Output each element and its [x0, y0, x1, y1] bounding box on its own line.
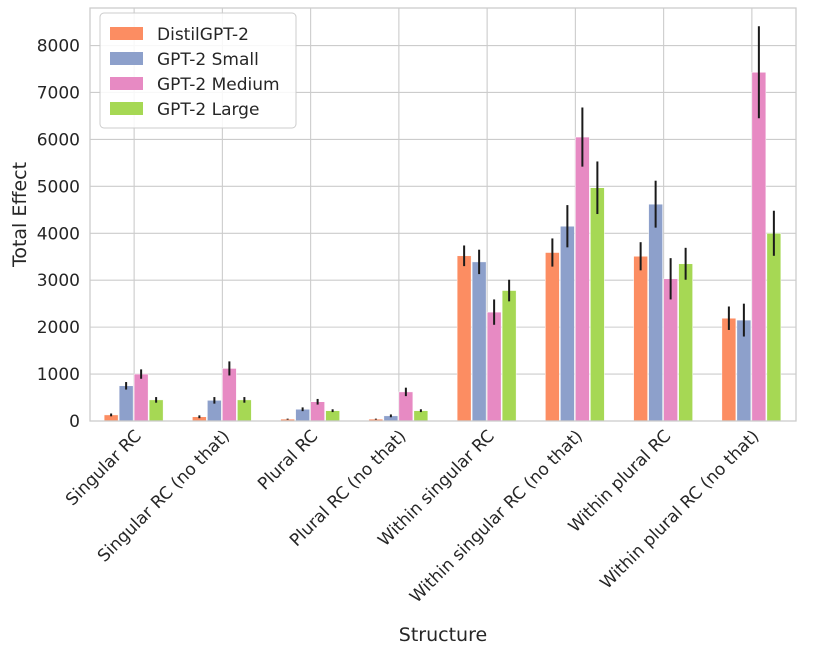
bar-gpt-2-medium [486, 311, 502, 422]
y-tick-label: 5000 [37, 177, 80, 197]
bar-gpt-2-medium [575, 136, 590, 422]
bar-distilgpt-2 [545, 252, 560, 422]
bar-gpt-2-medium [222, 368, 237, 422]
legend-label: GPT-2 Medium [157, 75, 280, 95]
y-tick-label: 6000 [37, 130, 80, 150]
bar-gpt-2-medium [398, 391, 414, 422]
x-axis-title: Structure [399, 624, 487, 646]
bar-distilgpt-2 [633, 256, 648, 422]
bar-gpt-2-small [118, 385, 134, 422]
bar-gpt-2-small [471, 261, 487, 422]
legend-label: GPT-2 Large [157, 100, 259, 120]
bar-distilgpt-2 [456, 255, 472, 422]
y-tick-label: 0 [69, 412, 80, 432]
bar-gpt-2-small [560, 225, 575, 422]
error-bars [110, 26, 775, 420]
bar-gpt-2-large [413, 410, 429, 422]
y-tick-label: 8000 [37, 37, 80, 57]
bar-gpt-2-medium [751, 72, 767, 422]
x-tick-label: Plural RC [254, 426, 322, 494]
bar-gpt-2-large [678, 263, 693, 422]
legend: DistilGPT-2 GPT-2 Small GPT-2 Medium GPT-2 … [99, 12, 297, 129]
bar-gpt-2-medium [310, 401, 325, 422]
y-tick-labels: 0 1000 2000 3000 4000 5000 6000 7000 8000 [37, 37, 80, 432]
legend-swatch [110, 77, 143, 90]
bar-gpt-2-small [648, 203, 663, 422]
bar-gpt-2-large [590, 187, 605, 422]
legend-label: DistilGPT-2 [157, 25, 249, 45]
y-axis-title: Total Effect [9, 162, 31, 268]
y-tick-label: 2000 [37, 318, 80, 338]
x-tick-label: Singular RC [62, 426, 146, 510]
legend-label: GPT-2 Small [157, 50, 259, 70]
y-tick-label: 1000 [37, 365, 80, 385]
y-tick-label: 3000 [37, 271, 80, 291]
legend-box [99, 12, 297, 129]
bar-gpt-2-medium [133, 373, 149, 422]
bar-gpt-2-medium [663, 278, 678, 422]
bar-gpt-2-large [766, 233, 782, 422]
x-tick-label: Within singular RC (no that) [406, 426, 587, 607]
x-tick-label: Within plural RC (no that) [597, 426, 764, 593]
bar-gpt-2-large [237, 399, 252, 422]
bar-gpt-2-large [501, 290, 517, 422]
y-tick-label: 4000 [37, 224, 80, 244]
bar-gpt-2-large [325, 410, 340, 422]
y-tick-label: 7000 [37, 83, 80, 103]
bar-gpt-2-large [148, 399, 164, 422]
legend-swatch [110, 102, 143, 115]
legend-swatch [110, 27, 143, 40]
plot-frame [89, 7, 797, 422]
legend-swatch [110, 52, 143, 65]
bar-distilgpt-2 [721, 317, 737, 422]
